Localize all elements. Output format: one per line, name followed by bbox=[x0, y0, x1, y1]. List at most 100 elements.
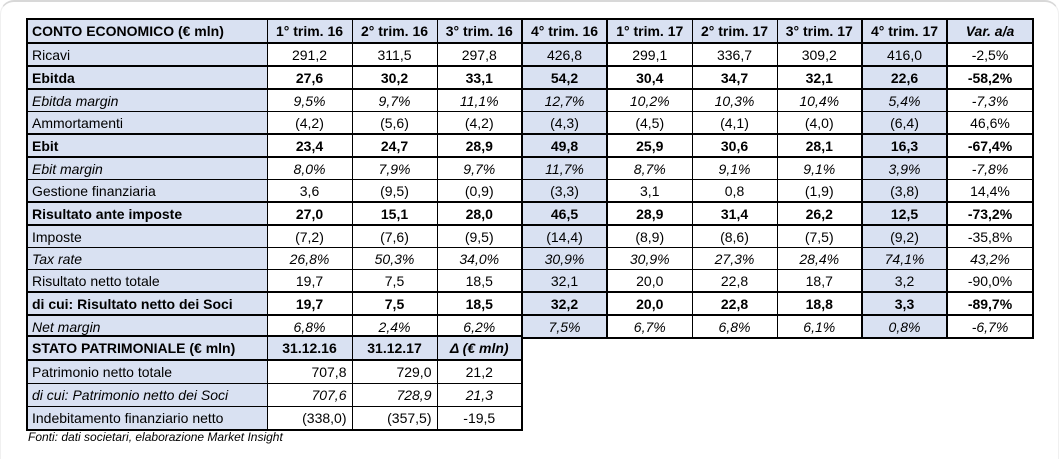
income-header-row: CONTO ECONOMICO (€ mln) 1° trim. 16 2° t… bbox=[26, 18, 1034, 44]
column-header-delta: Δ (€ mln) bbox=[436, 335, 523, 361]
value-cell: 12,5 bbox=[861, 201, 948, 226]
value-cell: 10,4% bbox=[776, 88, 863, 112]
value-cell: 6,1% bbox=[776, 314, 863, 339]
value-cell: 2,4% bbox=[351, 314, 438, 339]
value-cell: (4,5) bbox=[606, 111, 693, 135]
var-yoy-cell: -67,4% bbox=[946, 133, 1034, 158]
row-label: di cui: Risultato netto dei Soci bbox=[26, 291, 268, 316]
row-label: Tax rate bbox=[26, 247, 268, 270]
var-yoy-cell: -73,2% bbox=[946, 201, 1034, 226]
var-yoy-cell: -35,8% bbox=[946, 224, 1034, 248]
income-statement-table: CONTO ECONOMICO (€ mln) 1° trim. 16 2° t… bbox=[26, 18, 1034, 339]
balance-row: Indebitamento finanziario netto (338,0) (3… bbox=[26, 406, 523, 431]
value-cell: 309,2 bbox=[776, 42, 863, 67]
value-cell: 22,8 bbox=[691, 291, 778, 316]
value-cell: 336,7 bbox=[691, 42, 778, 67]
income-statement-title: CONTO ECONOMICO (€ mln) bbox=[26, 18, 268, 44]
column-header-q3-2017: 3° trim. 17 bbox=[776, 18, 863, 44]
balance-row: di cui: Patrimonio netto dei Soci 707,6 72… bbox=[26, 383, 523, 407]
value-cell: 32,2 bbox=[521, 291, 608, 316]
value-cell: 28,1 bbox=[776, 133, 863, 158]
value-cell: 0,8% bbox=[861, 314, 948, 339]
column-header-q1-2017: 1° trim. 17 bbox=[606, 18, 693, 44]
value-cell: 49,8 bbox=[521, 133, 608, 158]
value-cell: (9,5) bbox=[351, 179, 438, 203]
income-row: Tax rate 26,8% 50,3% 34,0% 30,9% 30,9% 27,3% 28… bbox=[26, 247, 1034, 270]
value-cell: 30,9% bbox=[521, 247, 608, 270]
var-yoy-cell: -6,7% bbox=[946, 314, 1034, 339]
value-cell: 16,3 bbox=[861, 133, 948, 158]
balance-sheet-table: STATO PATRIMONIALE (€ mln) 31.12.16 31.1… bbox=[26, 335, 523, 431]
value-cell: 26,2 bbox=[776, 201, 863, 226]
value-cell: 34,7 bbox=[691, 65, 778, 90]
income-row: Ammortamenti (4,2) (5,6) (4,2) (4,3) (4,5) (4,… bbox=[26, 111, 1034, 135]
value-cell: 3,2 bbox=[861, 269, 948, 293]
value-cell: 297,8 bbox=[436, 42, 523, 67]
income-row: Ebitda margin 9,5% 9,7% 11,1% 12,7% 10,2% 10,3… bbox=[26, 88, 1034, 112]
value-cell: 426,8 bbox=[521, 42, 608, 67]
column-header-q3-2016: 3° trim. 16 bbox=[436, 18, 523, 44]
value-cell: 9,7% bbox=[351, 88, 438, 112]
value-cell: 27,3% bbox=[691, 247, 778, 270]
income-row: Ebitda 27,6 30,2 33,1 54,2 30,4 34,7 32,1 22,6 -5… bbox=[26, 65, 1034, 90]
income-row: di cui: Risultato netto dei Soci 19,7 7,5 1… bbox=[26, 291, 1034, 316]
var-yoy-cell: 43,2% bbox=[946, 247, 1034, 270]
row-label: Ricavi bbox=[26, 42, 268, 67]
value-cell: 30,6 bbox=[691, 133, 778, 158]
value-cell: 11,1% bbox=[436, 88, 523, 112]
value-cell: (7,2) bbox=[266, 224, 353, 248]
value-cell: 7,5 bbox=[351, 291, 438, 316]
value-cell: 46,5 bbox=[521, 201, 608, 226]
delta-cell: 21,2 bbox=[436, 359, 523, 384]
var-yoy-cell: -2,5% bbox=[946, 42, 1034, 67]
value-cell: 12,7% bbox=[521, 88, 608, 112]
value-cell: 729,0 bbox=[351, 359, 438, 384]
value-cell: 22,6 bbox=[861, 65, 948, 90]
value-cell: 3,9% bbox=[861, 156, 948, 180]
value-cell: (7,5) bbox=[776, 224, 863, 248]
value-cell: 6,2% bbox=[436, 314, 523, 339]
value-cell: 24,7 bbox=[351, 133, 438, 158]
income-row: Gestione finanziaria 3,6 (9,5) (0,9) (3,3) 3,… bbox=[26, 179, 1034, 203]
value-cell: 10,2% bbox=[606, 88, 693, 112]
value-cell: (0,9) bbox=[436, 179, 523, 203]
value-cell: 5,4% bbox=[861, 88, 948, 112]
value-cell: 18,5 bbox=[436, 291, 523, 316]
value-cell: 9,5% bbox=[266, 88, 353, 112]
value-cell: 7,9% bbox=[351, 156, 438, 180]
value-cell: 7,5% bbox=[521, 314, 608, 339]
value-cell: (357,5) bbox=[351, 406, 438, 431]
value-cell: (4,3) bbox=[521, 111, 608, 135]
value-cell: 707,6 bbox=[266, 383, 353, 407]
row-label: Gestione finanziaria bbox=[26, 179, 268, 203]
value-cell: (338,0) bbox=[266, 406, 353, 431]
var-yoy-cell: 46,6% bbox=[946, 111, 1034, 135]
value-cell: 30,4 bbox=[606, 65, 693, 90]
delta-cell: 21,3 bbox=[436, 383, 523, 407]
column-header-q2-2017: 2° trim. 17 bbox=[691, 18, 778, 44]
value-cell: (8,9) bbox=[606, 224, 693, 248]
value-cell: 728,9 bbox=[351, 383, 438, 407]
var-yoy-cell: -90,0% bbox=[946, 269, 1034, 293]
value-cell: 27,0 bbox=[266, 201, 353, 226]
value-cell: (4,1) bbox=[691, 111, 778, 135]
row-label: Ebit bbox=[26, 133, 268, 158]
row-label: Ammortamenti bbox=[26, 111, 268, 135]
value-cell: (9,2) bbox=[861, 224, 948, 248]
value-cell: (9,5) bbox=[436, 224, 523, 248]
row-label: Indebitamento finanziario netto bbox=[26, 406, 268, 431]
row-label: Patrimonio netto totale bbox=[26, 359, 268, 384]
value-cell: 18,8 bbox=[776, 291, 863, 316]
value-cell: 291,2 bbox=[266, 42, 353, 67]
value-cell: 32,1 bbox=[521, 269, 608, 293]
income-row: Risultato netto totale 19,7 7,5 18,5 32,1 20,… bbox=[26, 269, 1034, 293]
value-cell: 416,0 bbox=[861, 42, 948, 67]
income-row: Ebit 23,4 24,7 28,9 49,8 25,9 30,6 28,1 16,3 -67,… bbox=[26, 133, 1034, 158]
var-yoy-cell: -7,3% bbox=[946, 88, 1034, 112]
value-cell: 9,1% bbox=[776, 156, 863, 180]
value-cell: 20,0 bbox=[606, 291, 693, 316]
column-header-q4-2017: 4° trim. 17 bbox=[861, 18, 948, 44]
value-cell: (1,9) bbox=[776, 179, 863, 203]
value-cell: 25,9 bbox=[606, 133, 693, 158]
